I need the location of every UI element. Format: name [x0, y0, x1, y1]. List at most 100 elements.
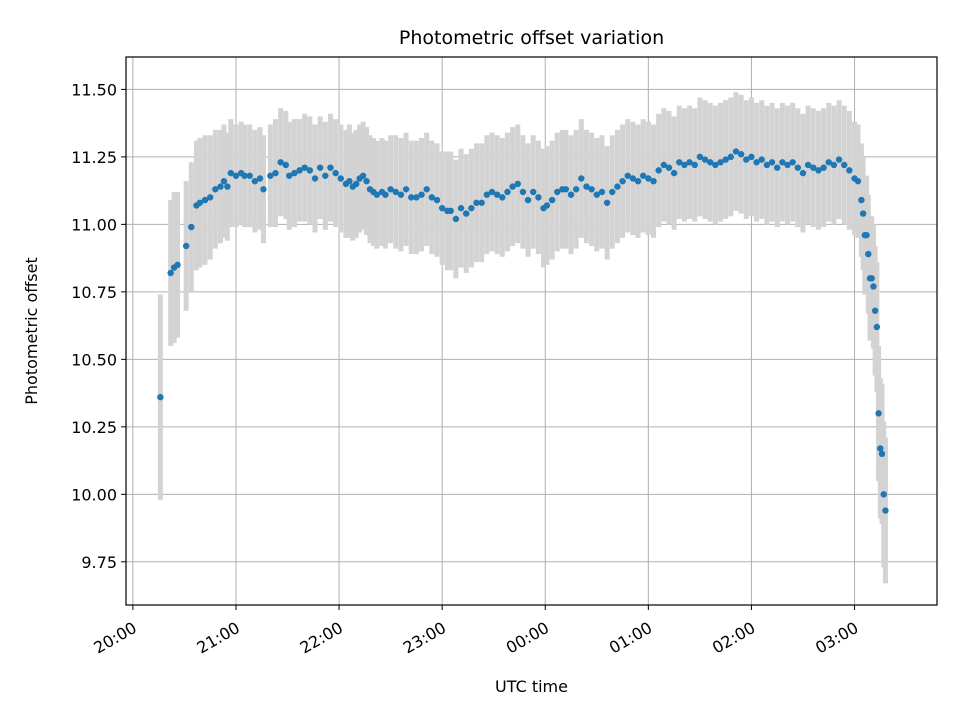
data-point — [562, 186, 570, 193]
data-point — [413, 194, 420, 201]
data-point — [835, 156, 843, 163]
data-point — [567, 191, 575, 198]
data-point — [483, 191, 491, 198]
data-point — [732, 148, 740, 155]
data-point — [423, 186, 430, 193]
data-point — [392, 188, 399, 196]
axes-frame — [125, 56, 938, 606]
data-point — [188, 223, 195, 231]
data-point — [696, 153, 704, 161]
data-point — [871, 307, 879, 314]
data-point — [548, 196, 556, 204]
data-point — [810, 164, 817, 171]
y-tick-label: 11.50 — [71, 80, 117, 99]
y-axis-label: Photometric offset — [22, 257, 41, 405]
data-point — [804, 161, 812, 169]
data-point — [779, 159, 786, 166]
data-point — [758, 156, 765, 163]
data-point — [260, 186, 267, 193]
data-point — [246, 172, 253, 179]
data-point — [722, 156, 729, 163]
data-point — [224, 183, 231, 190]
data-point — [232, 172, 240, 179]
data-point — [217, 183, 224, 190]
data-point — [875, 410, 882, 417]
data-point — [784, 161, 791, 169]
data-point — [868, 275, 875, 282]
data-point — [196, 199, 204, 206]
data-point — [402, 186, 410, 193]
data-point — [201, 196, 209, 204]
y-axis-ticks: 9.75 10.00 10.25 10.50 10.75 11.00 11.25 11.50 — [71, 80, 126, 572]
data-point — [841, 161, 848, 169]
data-point — [665, 164, 673, 171]
data-point — [478, 199, 485, 206]
data-point — [815, 167, 822, 174]
data-point — [363, 177, 370, 185]
data-point — [514, 180, 521, 188]
data-point — [614, 183, 621, 190]
data-point — [251, 177, 259, 185]
data-point — [753, 159, 760, 166]
data-point — [316, 164, 324, 171]
data-point — [882, 507, 889, 514]
data-point — [686, 159, 693, 166]
y-tick-label: 10.00 — [71, 485, 117, 504]
data-point — [701, 156, 709, 163]
data-point — [291, 169, 298, 177]
data-point — [296, 167, 303, 174]
data-point — [794, 164, 802, 171]
data-point — [174, 261, 181, 269]
data-point — [530, 188, 537, 196]
data-point — [609, 188, 616, 196]
data-point — [286, 172, 293, 179]
data-point — [858, 196, 865, 204]
data-point — [493, 191, 501, 198]
data-point — [670, 169, 678, 177]
data-point — [583, 183, 590, 190]
data-point — [524, 196, 532, 204]
data-point — [241, 172, 248, 179]
data-point — [387, 186, 394, 193]
data-point — [825, 159, 832, 166]
data-point — [554, 188, 561, 196]
data-point — [182, 242, 190, 250]
data-point — [727, 153, 735, 161]
x-axis-label: UTC time — [495, 677, 568, 696]
data-point — [873, 323, 881, 331]
data-point — [768, 159, 776, 166]
data-point — [301, 164, 308, 171]
data-point — [588, 186, 595, 193]
data-point — [578, 175, 585, 182]
data-point — [877, 445, 884, 452]
data-point — [650, 177, 657, 185]
data-point — [327, 164, 334, 171]
data-point — [382, 191, 389, 198]
data-point — [706, 159, 714, 166]
data-point — [504, 188, 511, 196]
data-point — [227, 169, 235, 177]
data-point — [433, 196, 441, 204]
y-tick-label: 11.00 — [71, 215, 117, 234]
data-points — [157, 148, 889, 514]
data-point — [763, 161, 771, 169]
data-point — [519, 188, 527, 196]
data-point — [543, 202, 551, 209]
data-point — [267, 172, 274, 179]
data-point — [572, 186, 580, 193]
data-point — [799, 169, 807, 177]
data-point — [645, 175, 652, 182]
data-point — [603, 199, 611, 206]
data-point — [157, 393, 164, 401]
data-point — [865, 250, 872, 258]
data-point — [676, 159, 683, 166]
data-point — [509, 183, 516, 190]
data-point — [774, 164, 781, 171]
data-point — [634, 177, 642, 185]
data-point — [712, 161, 719, 169]
data-point — [337, 175, 344, 182]
data-point — [322, 172, 329, 179]
data-point — [473, 199, 480, 206]
data-point — [624, 172, 631, 179]
